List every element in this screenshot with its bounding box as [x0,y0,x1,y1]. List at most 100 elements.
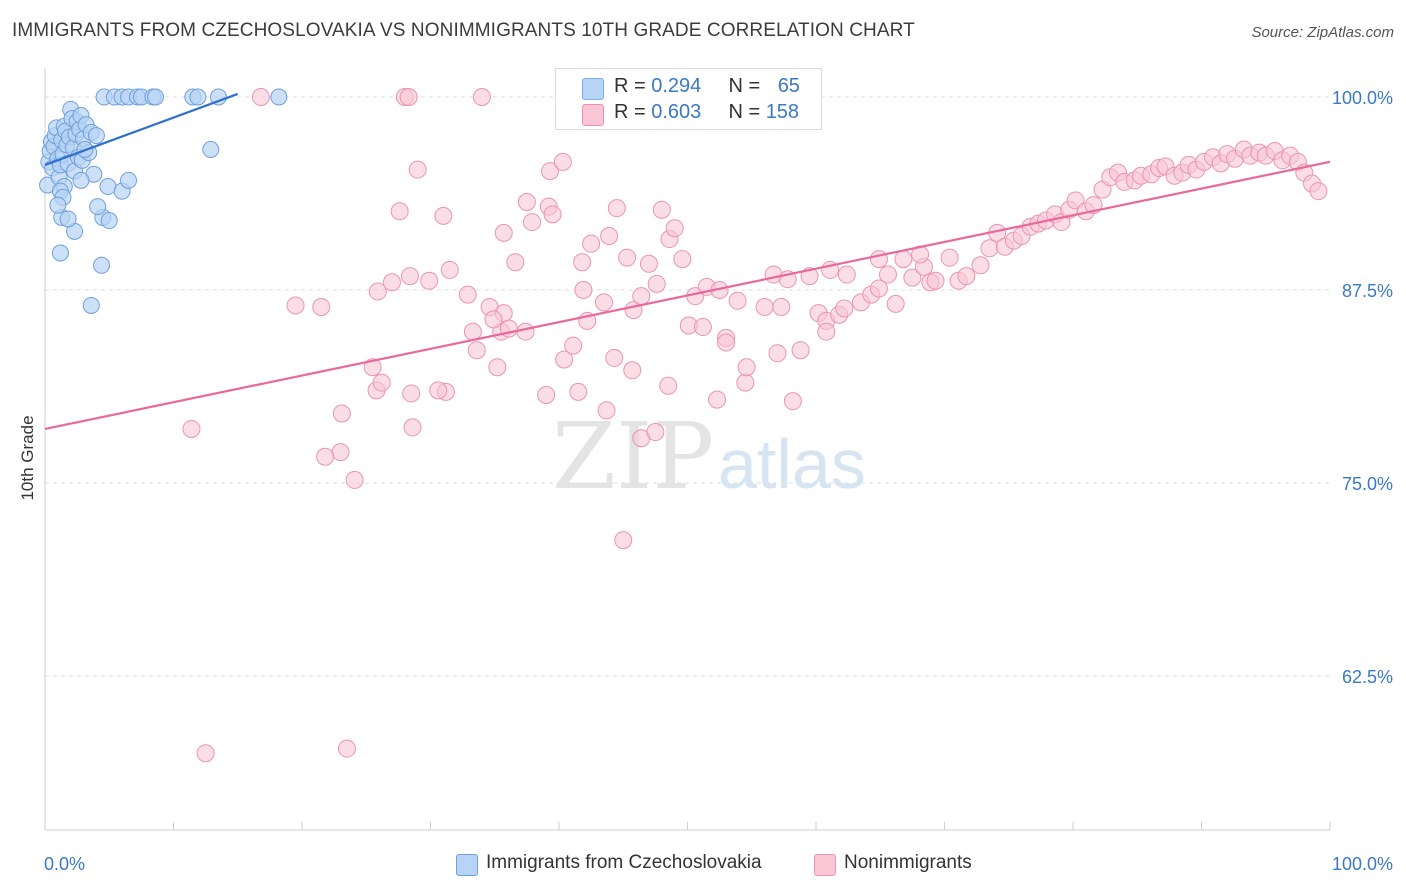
watermark-atlas: atlas [718,425,866,503]
nonimmigrants-points [182,88,1328,763]
data-point [783,392,802,411]
data-point [737,358,756,377]
data-point [693,318,712,337]
data-point [659,376,678,395]
data-point [537,385,556,404]
data-point [440,260,459,279]
data-point [728,291,747,310]
legend-swatch-pink [814,854,836,876]
n-value: 158 [765,101,800,123]
data-point [835,299,854,318]
data-point [569,382,588,401]
data-point [506,253,525,272]
data-point [516,322,535,341]
data-point [665,219,684,238]
data-point [597,401,616,420]
data-point [472,88,491,106]
data-point [618,248,637,267]
trend-line-nonimmigrants [44,160,1331,431]
data-point [331,443,350,462]
data-point [894,250,913,269]
data-point [390,202,409,221]
y-tick-label: 75.0% [1342,474,1393,494]
source-label: Source: ZipAtlas.com [1251,24,1394,41]
data-point [286,296,305,315]
x-tick-labels: 0.0% 100.0% [44,854,1393,874]
data-point [553,152,572,171]
data-point [646,423,665,442]
x-tick-label: 100.0% [1332,854,1393,874]
data-point [270,88,288,106]
trend-lines [44,92,1331,431]
data-point [708,390,727,409]
data-point [878,265,897,284]
legend-swatch-blue [456,854,478,876]
data-point [564,336,583,355]
data-point [429,381,448,400]
data-point [541,162,560,181]
data-point [555,350,574,369]
y-tick-label: 87.5% [1342,281,1393,301]
data-point [971,256,990,275]
n-label: N = [728,101,766,123]
y-tick-label: 100.0% [1332,88,1393,108]
trend-line-czechoslovakia [44,92,239,166]
data-point [399,88,418,106]
legend-label: Immigrants from Czechoslovakia [486,852,762,873]
data-point [312,297,331,316]
data-point [458,285,477,304]
data-point [755,297,774,316]
data-point [717,333,736,352]
data-point [543,205,562,224]
data-point [517,192,536,211]
data-point [837,265,856,284]
watermark-zip: ZIP [552,403,714,510]
data-point [573,253,592,272]
data-point [940,248,959,267]
data-point [368,282,387,301]
data-point [337,739,356,758]
data-point [402,384,421,403]
blue-swatch [582,78,604,100]
data-point [614,531,633,550]
data-point [869,250,888,269]
r-value: 0.294 [651,75,702,97]
data-point [316,447,335,466]
legend-label: Nonimmigrants [844,852,972,873]
stats-legend: R = 0.294 N = 65 R = 0.603 N = 158 [555,68,822,130]
data-point [99,178,117,196]
data-point [488,358,507,377]
data-point [49,196,67,214]
n-value: 65 [777,75,800,97]
data-point [59,210,77,228]
data-point [202,140,220,158]
data-point [382,273,401,292]
data-point [494,223,513,242]
czechoslovakia-points [39,88,288,314]
data-point [408,160,427,179]
data-point [605,348,624,367]
data-point [332,404,351,423]
data-point [100,212,118,230]
data-point [147,88,165,106]
data-point [582,234,601,253]
pink-swatch [582,104,604,126]
data-point [467,341,486,360]
n-label: N = [728,75,766,97]
data-point [87,127,105,145]
data-point [120,171,138,189]
data-point [1309,182,1328,201]
data-point [72,171,90,189]
data-point [632,287,651,306]
y-axis-label: 10th Grade [18,415,37,500]
data-point [623,361,642,380]
r-value: 0.603 [651,101,702,123]
data-point [768,344,787,363]
data-point [772,297,791,316]
data-point [93,256,111,274]
data-point [673,250,692,269]
y-tick-labels: 100.0% 87.5% 75.0% 62.5% [1332,88,1393,687]
data-point [196,744,215,763]
data-point [523,213,542,232]
